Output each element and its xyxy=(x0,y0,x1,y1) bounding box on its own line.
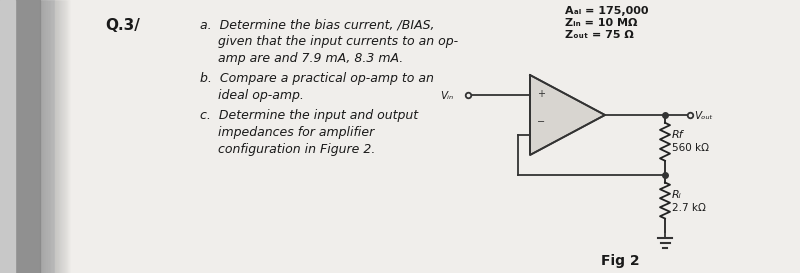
Bar xyxy=(51,0,52,273)
Bar xyxy=(63,0,64,273)
Bar xyxy=(52,0,53,273)
Text: c.  Determine the input and output: c. Determine the input and output xyxy=(200,109,418,122)
Text: Zₒᵤₜ = 75 Ω: Zₒᵤₜ = 75 Ω xyxy=(565,30,634,40)
Bar xyxy=(53,0,54,273)
Polygon shape xyxy=(0,0,15,273)
Text: Q.3/: Q.3/ xyxy=(105,18,140,33)
Text: Vₒᵤₜ: Vₒᵤₜ xyxy=(694,111,713,121)
Bar xyxy=(49,0,50,273)
Text: Aₐₗ = 175,000: Aₐₗ = 175,000 xyxy=(565,6,649,16)
Bar xyxy=(50,0,51,273)
Bar xyxy=(44,0,45,273)
Bar xyxy=(41,0,42,273)
Text: given that the input currents to an op-: given that the input currents to an op- xyxy=(218,35,458,48)
Bar xyxy=(64,0,65,273)
Text: Zᵢₙ = 10 MΩ: Zᵢₙ = 10 MΩ xyxy=(565,18,638,28)
Text: b.  Compare a practical op-amp to an: b. Compare a practical op-amp to an xyxy=(200,72,434,85)
Bar xyxy=(58,0,59,273)
Bar xyxy=(43,0,44,273)
Text: 560 kΩ: 560 kΩ xyxy=(672,143,709,153)
Bar xyxy=(45,0,46,273)
Bar xyxy=(67,0,68,273)
Bar xyxy=(69,0,70,273)
Bar xyxy=(60,0,61,273)
Text: +: + xyxy=(537,89,545,99)
Bar xyxy=(42,0,43,273)
Text: Fig 2: Fig 2 xyxy=(601,254,639,268)
Text: Rᵢ: Rᵢ xyxy=(672,190,682,200)
Text: −: − xyxy=(537,117,545,127)
Text: impedances for amplifier: impedances for amplifier xyxy=(218,126,374,139)
Bar xyxy=(56,0,57,273)
Text: 2.7 kΩ: 2.7 kΩ xyxy=(672,203,706,213)
Bar xyxy=(40,0,41,273)
Bar xyxy=(0,0,40,273)
Text: amp are and 7.9 mA, 8.3 mA.: amp are and 7.9 mA, 8.3 mA. xyxy=(218,52,403,65)
Bar xyxy=(61,0,62,273)
Text: Vᵢₙ: Vᵢₙ xyxy=(440,91,453,101)
Bar xyxy=(54,0,55,273)
Bar xyxy=(62,0,63,273)
Bar xyxy=(68,0,69,273)
Text: a.  Determine the bias current, /BIAS,: a. Determine the bias current, /BIAS, xyxy=(200,18,434,31)
Bar xyxy=(66,0,67,273)
Bar xyxy=(47,0,48,273)
Bar xyxy=(59,0,60,273)
Bar xyxy=(46,0,47,273)
Text: ideal op-amp.: ideal op-amp. xyxy=(218,89,304,102)
Bar xyxy=(55,0,56,273)
Bar xyxy=(48,0,49,273)
Text: Rf: Rf xyxy=(672,130,684,140)
Bar xyxy=(65,0,66,273)
Text: configuration in Figure 2.: configuration in Figure 2. xyxy=(218,143,375,156)
Bar xyxy=(57,0,58,273)
Polygon shape xyxy=(530,75,605,155)
